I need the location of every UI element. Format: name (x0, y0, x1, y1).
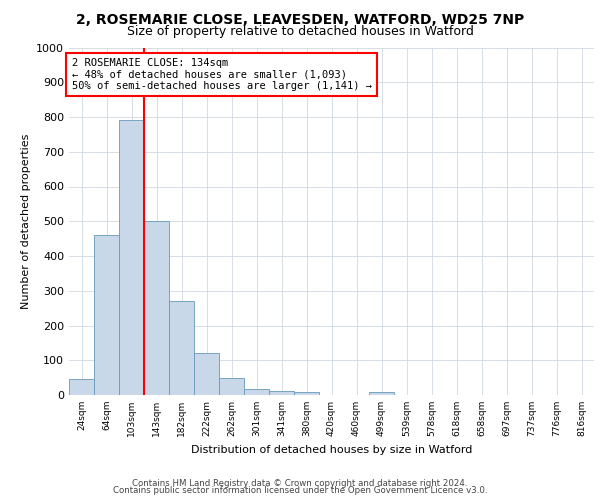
Text: Contains public sector information licensed under the Open Government Licence v3: Contains public sector information licen… (113, 486, 487, 495)
Bar (169, 301, 194, 395)
Bar (194, 354, 219, 395)
Bar (94, 235, 119, 395)
Bar (269, 391, 294, 395)
Text: Contains HM Land Registry data © Crown copyright and database right 2024.: Contains HM Land Registry data © Crown c… (132, 478, 468, 488)
Bar (294, 392, 319, 395)
Bar (144, 221, 169, 395)
Text: 2 ROSEMARIE CLOSE: 134sqm
← 48% of detached houses are smaller (1,093)
50% of se: 2 ROSEMARIE CLOSE: 134sqm ← 48% of detac… (71, 58, 371, 91)
Bar (369, 392, 394, 395)
Bar (219, 378, 244, 395)
Y-axis label: Number of detached properties: Number of detached properties (20, 134, 31, 309)
Bar (244, 388, 269, 395)
X-axis label: Distribution of detached houses by size in Watford: Distribution of detached houses by size … (191, 444, 472, 454)
Text: Size of property relative to detached houses in Watford: Size of property relative to detached ho… (127, 25, 473, 38)
Text: 2, ROSEMARIE CLOSE, LEAVESDEN, WATFORD, WD25 7NP: 2, ROSEMARIE CLOSE, LEAVESDEN, WATFORD, … (76, 12, 524, 26)
Bar (119, 120, 144, 395)
Bar (69, 380, 94, 395)
